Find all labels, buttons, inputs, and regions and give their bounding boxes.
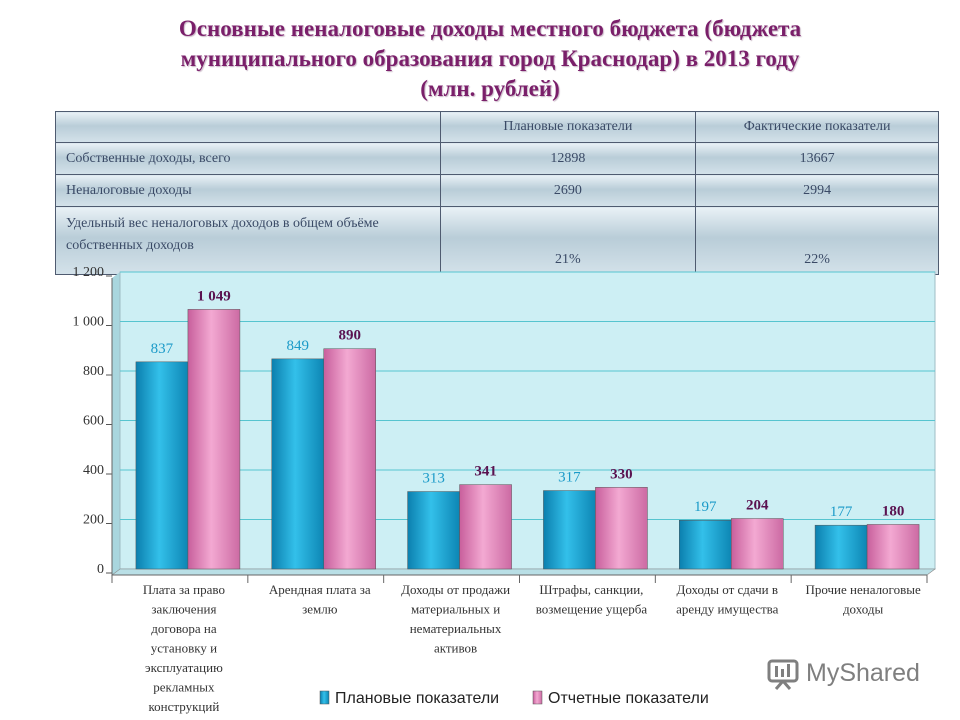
data-label: 341 xyxy=(474,464,497,480)
bar-plan xyxy=(814,524,868,570)
x-tick-label: Плата за право xyxy=(143,582,225,597)
bar-plan xyxy=(407,491,460,570)
presentation-icon xyxy=(767,659,799,690)
table-cell: Удельный вес неналоговых доходов в общем… xyxy=(55,206,441,275)
watermark-logo: MyShared xyxy=(766,657,926,693)
bar-plan xyxy=(679,519,732,570)
data-label: 837 xyxy=(151,341,174,357)
title-line-2: муниципального образования город Краснод… xyxy=(180,46,800,71)
table-header-cell: Плановые показатели xyxy=(439,111,697,143)
data-label: 317 xyxy=(558,470,581,486)
x-tick-label: активов xyxy=(434,641,477,656)
y-tick-label: 800 xyxy=(83,364,104,379)
bar-actual xyxy=(459,484,512,570)
data-label: 1 049 xyxy=(197,288,231,304)
x-tick-label: Прочие неналоговые xyxy=(805,582,921,597)
y-tick-label: 1 000 xyxy=(73,315,105,330)
x-tick-label: аренду имущества xyxy=(676,602,779,617)
x-tick-label: Доходы от сдачи в xyxy=(676,582,778,597)
x-tick-label: Арендная плата за xyxy=(269,582,371,597)
bar-actual xyxy=(187,309,241,570)
x-tick-label: доходы xyxy=(843,602,884,617)
y-tick-label: 0 xyxy=(97,562,104,577)
y-tick-label: 600 xyxy=(83,414,104,429)
table-cell: 22% xyxy=(695,206,939,275)
y-tick-label: 400 xyxy=(83,463,104,478)
y-tick-label: 1 200 xyxy=(73,265,105,280)
watermark-text: MyShared xyxy=(806,659,920,687)
table-row: Неналоговые доходы 2690 2994 xyxy=(55,174,939,207)
data-label: 177 xyxy=(830,504,853,520)
x-tick-label: рекламных xyxy=(153,680,215,695)
legend-swatch xyxy=(319,690,330,705)
table-header-row: Плановые показатели Фактические показате… xyxy=(55,111,939,143)
x-tick-label: Штрафы, санкции, xyxy=(539,582,643,597)
x-tick-label: установку и xyxy=(151,641,217,656)
legend-label: Плановые показатели xyxy=(335,690,499,707)
table-cell: 2690 xyxy=(439,174,697,207)
bar-plan xyxy=(271,358,324,570)
legend-label: Отчетные показатели xyxy=(548,690,709,707)
chart-title: Основные неналоговые доходы местного бюд… xyxy=(60,14,920,104)
bar-actual xyxy=(323,348,376,570)
x-tick-label: договора на xyxy=(151,621,217,636)
table-row: Собственные доходы, всего 12898 13667 xyxy=(55,142,939,175)
data-label: 890 xyxy=(339,328,362,344)
data-label: 330 xyxy=(610,466,633,482)
data-label: 197 xyxy=(694,499,717,515)
bar-actual xyxy=(595,487,648,570)
y-tick-label: 200 xyxy=(83,513,104,528)
data-label: 849 xyxy=(287,338,310,354)
plot-floor xyxy=(111,568,936,576)
x-tick-label: материальных и xyxy=(411,602,500,617)
table-header-cell: Фактические показатели xyxy=(695,111,939,143)
table-cell: 21% xyxy=(439,206,697,275)
data-label: 313 xyxy=(422,471,445,487)
x-tick-label: нематериальных xyxy=(410,621,502,636)
table-cell: 2994 xyxy=(695,174,939,207)
table-row: Удельный вес неналоговых доходов в общем… xyxy=(55,206,939,275)
x-tick-label: заключения xyxy=(151,602,216,617)
x-tick-label: возмещение ущерба xyxy=(536,602,648,617)
table-cell: Неналоговые доходы xyxy=(55,174,441,207)
table-cell: Собственные доходы, всего xyxy=(55,142,441,175)
legend-swatch xyxy=(532,690,543,705)
table-cell: 12898 xyxy=(439,142,697,175)
x-tick-label: землю xyxy=(302,602,338,617)
bar-actual xyxy=(866,524,920,570)
bar-plan xyxy=(135,361,189,570)
title-line-1: Основные неналоговые доходы местного бюд… xyxy=(178,16,802,41)
data-label: 204 xyxy=(746,498,769,514)
x-tick-label: конструкций xyxy=(149,699,220,714)
title-line-3: (млн. рублей) xyxy=(420,76,560,101)
x-tick-label: Доходы от продажи xyxy=(401,582,510,597)
x-tick-label: эксплуатацию xyxy=(145,660,223,675)
summary-table: Плановые показатели Фактические показате… xyxy=(55,111,939,275)
bar-actual xyxy=(731,518,784,570)
plot-side-wall xyxy=(112,272,120,575)
data-label: 180 xyxy=(882,503,905,519)
bar-plan xyxy=(543,490,596,570)
